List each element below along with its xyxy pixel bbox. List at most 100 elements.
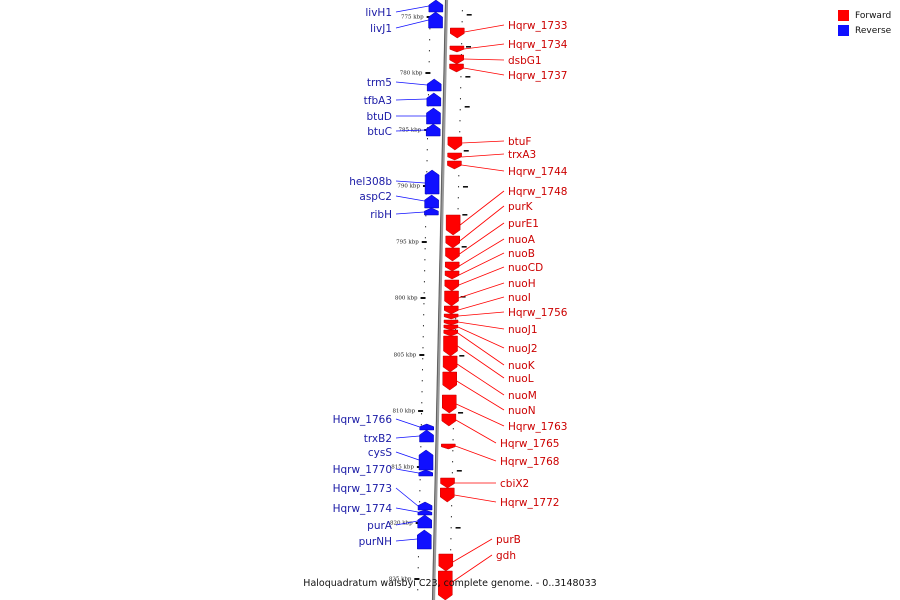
gene-feature-nuom[interactable]: [442, 355, 458, 373]
gene-feature-nuol[interactable]: [443, 335, 458, 357]
gene-label-hqrw-1773[interactable]: Hqrw_1773: [333, 483, 392, 495]
gene-feature-nuocd[interactable]: [444, 279, 460, 292]
gene-label-hqrw-1733[interactable]: Hqrw_1733: [508, 20, 567, 32]
gene-label-btuf[interactable]: btuF: [508, 136, 531, 148]
gene-label-hqrw-1744[interactable]: Hqrw_1744: [508, 166, 568, 178]
gene-feature-hqrw-1748[interactable]: [445, 214, 461, 236]
gene-feature-nuoj2[interactable]: [443, 324, 459, 331]
gene-label-trxa3[interactable]: trxA3: [508, 149, 536, 161]
gene-feature-hqrw-1772[interactable]: [440, 487, 455, 503]
gene-feature-livj1[interactable]: [428, 11, 443, 29]
gene-label-hqrw-1768[interactable]: Hqrw_1768: [500, 456, 559, 468]
guide-dot: [452, 428, 454, 430]
gene-feature-purnh[interactable]: [417, 529, 432, 550]
gene-label-livh1[interactable]: livH1: [365, 7, 392, 19]
gene-label-aspc2[interactable]: aspC2: [359, 191, 392, 203]
gene-feature-gdh[interactable]: [438, 570, 453, 600]
gene-feature-nuoi[interactable]: [444, 305, 459, 315]
gene-label-gdh[interactable]: gdh: [496, 550, 516, 562]
gene-feature-hqrw-1765[interactable]: [441, 413, 457, 427]
gene-feature-hqrw-1773[interactable]: [417, 501, 433, 511]
leader-line-hqrw-1763: [456, 403, 505, 427]
gene-label-cyss[interactable]: cysS: [368, 447, 392, 459]
gene-feature-tfba3[interactable]: [426, 92, 442, 107]
gene-feature-btud[interactable]: [426, 107, 441, 125]
gene-feature-aspc2[interactable]: [424, 194, 439, 209]
gene-feature-nuok[interactable]: [443, 329, 459, 337]
gene-label-hqrw-1766[interactable]: Hqrw_1766: [333, 414, 393, 426]
gene-label-dsbg1[interactable]: dsbG1: [508, 55, 542, 67]
guide-dot: [420, 424, 422, 426]
gene-feature-dsbg1[interactable]: [449, 54, 464, 65]
gene-feature-hqrw-1744[interactable]: [447, 160, 462, 170]
gene-feature-nuon[interactable]: [442, 371, 457, 391]
gene-label-nuoj1[interactable]: nuoJ1: [508, 324, 538, 336]
guide-dot: [424, 259, 426, 261]
gene-feature-hqrw-1734[interactable]: [449, 45, 465, 53]
gene-label-btud[interactable]: btuD: [366, 111, 392, 123]
gene-label-livj1[interactable]: livJ1: [370, 23, 392, 35]
gene-feature-livh1[interactable]: [428, 0, 444, 13]
gene-feature-btuf[interactable]: [447, 136, 463, 151]
gene-feature-hqrw-1756[interactable]: [443, 313, 459, 320]
gene-feature-btuc[interactable]: [425, 123, 441, 137]
gene-label-nuob[interactable]: nuoB: [508, 248, 535, 260]
gene-label-hqrw-1756[interactable]: Hqrw_1756: [508, 307, 568, 319]
gene-label-hqrw-1770[interactable]: Hqrw_1770: [333, 464, 392, 476]
gene-feature-purk[interactable]: [445, 235, 461, 249]
gene-feature-ribh[interactable]: [424, 207, 439, 216]
gene-feature-hqrw-1733[interactable]: [450, 27, 465, 39]
gene-label-nuoi[interactable]: nuoI: [508, 292, 531, 304]
gene-feature-nuob[interactable]: [444, 270, 460, 280]
gene-label-hel308b[interactable]: hel308b: [349, 176, 392, 188]
gene-feature-pura[interactable]: [417, 514, 432, 529]
guide-dot: [427, 138, 429, 140]
gene-feature-purb[interactable]: [438, 553, 454, 572]
gene-feature-hqrw-1770[interactable]: [418, 469, 434, 477]
gene-feature-hqrw-1737[interactable]: [449, 63, 464, 73]
gene-label-nuol[interactable]: nuoL: [508, 373, 534, 385]
gene-label-nuon[interactable]: nuoN: [508, 405, 536, 417]
gene-label-nuoh[interactable]: nuoH: [508, 278, 536, 290]
gene-label-purk[interactable]: purK: [508, 201, 534, 213]
gene-label-hqrw-1772[interactable]: Hqrw_1772: [500, 497, 559, 509]
gene-feature-nuoh[interactable]: [444, 290, 459, 307]
gene-feature-pure1[interactable]: [445, 247, 460, 262]
leader-line-nuoh: [458, 282, 505, 299]
gene-label-hqrw-1737[interactable]: Hqrw_1737: [508, 70, 567, 82]
gene-label-hqrw-1763[interactable]: Hqrw_1763: [508, 421, 567, 433]
gene-label-hqrw-1774[interactable]: Hqrw_1774: [333, 503, 393, 515]
gene-feature-trm5[interactable]: [426, 78, 442, 92]
gene-label-nuom[interactable]: nuoM: [508, 390, 537, 402]
gene-label-hqrw-1748[interactable]: Hqrw_1748: [508, 186, 567, 198]
gene-feature-nuoa[interactable]: [444, 261, 460, 272]
gene-feature-cbix2[interactable]: [440, 477, 455, 489]
gene-feature-hqrw-1768[interactable]: [441, 443, 456, 450]
gene-feature-hel308b[interactable]: [424, 169, 440, 195]
gene-feature-hqrw-1763[interactable]: [441, 394, 457, 414]
gene-feature-trxa3[interactable]: [447, 152, 462, 161]
gene-label-trm5[interactable]: trm5: [367, 77, 392, 89]
gene-label-trxb2[interactable]: trxB2: [364, 433, 392, 445]
gene-label-purb[interactable]: purB: [496, 534, 521, 546]
gene-label-ribh[interactable]: ribH: [370, 209, 392, 221]
gene-label-nuocd[interactable]: nuoCD: [508, 262, 543, 274]
gene-label-pure1[interactable]: purE1: [508, 218, 539, 230]
gene-feature-trxb2[interactable]: [419, 429, 434, 443]
gene-label-nuoa[interactable]: nuoA: [508, 234, 536, 246]
gene-label-btuc[interactable]: btuC: [367, 126, 392, 138]
gene-label-purnh[interactable]: purNH: [359, 536, 392, 548]
gene-feature-hqrw-1766[interactable]: [419, 423, 434, 431]
gene-label-nuoj2[interactable]: nuoJ2: [508, 343, 538, 355]
gene-label-cbix2[interactable]: cbiX2: [500, 478, 529, 490]
tick-label: 775 kbp: [401, 15, 424, 21]
gene-label-tfba3[interactable]: tfbA3: [364, 95, 392, 107]
gene-label-hqrw-1765[interactable]: Hqrw_1765: [500, 438, 559, 450]
gene-feature-nuoj1[interactable]: [443, 319, 459, 326]
gene-label-hqrw-1734[interactable]: Hqrw_1734: [508, 39, 568, 51]
gene-feature-hqrw-1774[interactable]: [417, 509, 433, 516]
gene-label-pura[interactable]: purA: [367, 520, 393, 532]
gene-feature-cyss[interactable]: [418, 449, 434, 471]
gene-label-nuok[interactable]: nuoK: [508, 360, 536, 372]
guide-dot: [450, 549, 452, 551]
